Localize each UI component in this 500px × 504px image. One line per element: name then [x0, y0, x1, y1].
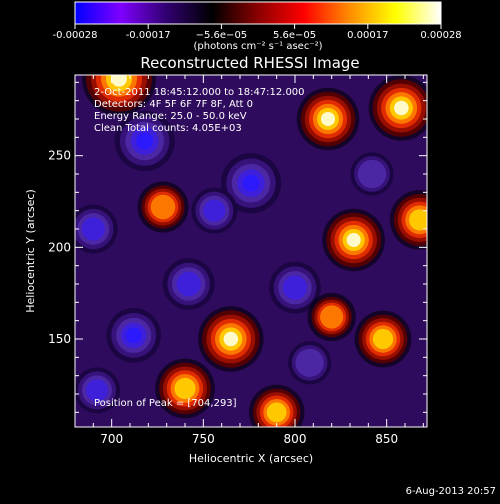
bright-source-ring [111, 75, 127, 87]
footer-date: 6-Aug-2013 20:57 [406, 486, 496, 497]
dim-source [269, 261, 321, 314]
heatmap-sources [75, 75, 427, 427]
dim-source-ring [86, 379, 108, 402]
dim-source [106, 308, 161, 363]
bright-source-ring [266, 402, 287, 423]
bright-source [358, 314, 408, 364]
bright-source-ring [223, 331, 239, 347]
bright-source-ring [372, 328, 394, 350]
bright-source-ring [346, 232, 361, 248]
bright-source-ring [150, 194, 176, 220]
colorbar-tick-label: −5.6e−05 [196, 30, 248, 41]
bright-source-ring [394, 100, 409, 116]
dim-source [288, 341, 332, 385]
bright-source [141, 185, 185, 229]
dim-source-ring [81, 217, 105, 241]
y-tick-label: 200 [48, 240, 71, 254]
bright-source [300, 91, 356, 147]
dim-source-ring [136, 132, 154, 150]
x-tick-label: 800 [284, 432, 307, 446]
annotation-line: Clean Total counts: 4.05E+03 [94, 123, 242, 134]
peak-position-label: Position of Peak = [704,293] [94, 398, 237, 409]
x-tick-label: 750 [192, 432, 215, 446]
y-tick-label: 250 [48, 149, 71, 163]
annotation-line: Detectors: 4F 5F 6F 7F 8F, Att 0 [94, 99, 253, 110]
x-axis-label: Heliocentric X (arcsec) [189, 452, 313, 465]
colorbar-tick-label: -0.00017 [126, 30, 171, 41]
plot-frame [74, 74, 428, 428]
dim-source [162, 258, 215, 310]
x-tick-label: 700 [100, 432, 123, 446]
y-tick-label: 150 [48, 332, 71, 346]
colorbar-unit-label: (photons cm⁻² s⁻¹ asec⁻²) [193, 41, 322, 52]
bright-source [86, 75, 152, 112]
colorbar-tick-label: -0.00028 [53, 30, 98, 41]
y-axis-ticks: 150 200 250 [48, 81, 427, 413]
dim-source [114, 110, 175, 172]
bright-source [202, 310, 260, 368]
bright-source [311, 296, 352, 338]
bright-source [159, 362, 211, 415]
bright-source [372, 79, 427, 137]
colorbar-gradient [74, 1, 442, 25]
dim-source-ring [282, 275, 308, 300]
dim-source-ring [125, 327, 142, 344]
colorbar-tick-label: 5.6e−05 [273, 30, 316, 41]
y-axis-label: Heliocentric Y (arcsec) [24, 189, 37, 313]
dim-source [75, 204, 118, 254]
colorbar-ticks: -0.00028 -0.00017 −5.6e−05 5.6e−05 0.00017 0.… [53, 24, 462, 41]
bright-source [252, 388, 301, 427]
bright-source-ring [409, 209, 427, 231]
dim-source [191, 187, 238, 234]
dim-source-ring [357, 159, 387, 189]
bright-source-ring [320, 111, 336, 127]
dim-source-ring [176, 271, 201, 297]
x-axis-ticks: 700 750 800 850 [74, 75, 424, 446]
dim-source-ring [242, 174, 260, 192]
dim-source-ring [203, 199, 226, 222]
dim-source [350, 152, 394, 196]
bright-source-ring [320, 305, 344, 329]
chart-title: Reconstructed RHESSI Image [140, 54, 359, 72]
bright-source [393, 193, 427, 246]
annotation-block: 2-Oct-2011 18:45:12.000 to 18:47:12.000D… [94, 87, 305, 134]
x-tick-label: 850 [375, 432, 398, 446]
bright-source [326, 212, 381, 268]
dim-source [220, 153, 282, 214]
heatmap-image [75, 75, 427, 427]
dim-source-ring [295, 348, 324, 377]
annotation-line: 2-Oct-2011 18:45:12.000 to 18:47:12.000 [94, 87, 305, 98]
colorbar-tick-label: 0.00017 [347, 30, 388, 41]
colorbar: -0.00028 -0.00017 −5.6e−05 5.6e−05 0.00017 0.… [53, 1, 462, 52]
annotation-line: Energy Range: 25.0 - 50.0 keV [94, 111, 247, 122]
bright-source-ring [174, 377, 196, 400]
dim-source [75, 367, 120, 414]
colorbar-tick-label: 0.00028 [420, 30, 461, 41]
